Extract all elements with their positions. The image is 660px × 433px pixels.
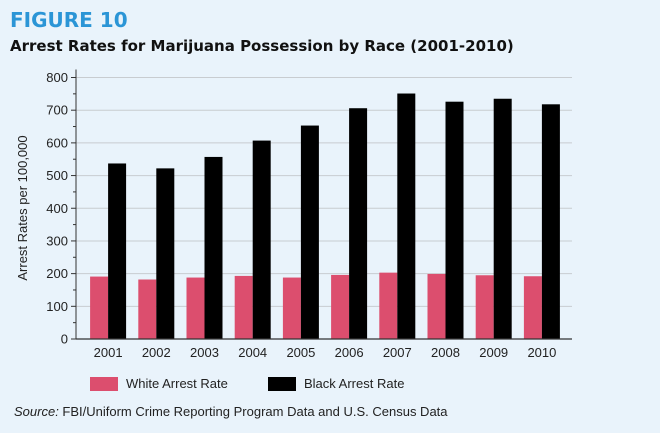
- bar-black-2006: [349, 108, 368, 339]
- bar-black-2005: [300, 125, 319, 339]
- figure-label: FIGURE 10: [10, 8, 128, 32]
- legend-label: Black Arrest Rate: [304, 376, 405, 391]
- bar-black-2008: [445, 101, 464, 339]
- source-label: Source:: [14, 404, 59, 419]
- chart-title: Arrest Rates for Marijuana Possession by…: [10, 37, 514, 55]
- bar-black-2002: [156, 168, 175, 339]
- source-text: FBI/Uniform Crime Reporting Program Data…: [58, 404, 448, 419]
- x-tick-label: 2008: [431, 345, 460, 360]
- bar-black-2004: [252, 140, 271, 339]
- bar-white-2002: [138, 279, 157, 339]
- legend-label: White Arrest Rate: [126, 376, 228, 391]
- x-tick-label: 2002: [142, 345, 171, 360]
- source-note: Source: FBI/Uniform Crime Reporting Prog…: [14, 404, 448, 419]
- bar-black-2007: [397, 93, 416, 339]
- legend-item-black: Black Arrest Rate: [268, 376, 404, 391]
- x-tick-label: 2001: [94, 345, 123, 360]
- x-tick-label: 2005: [286, 345, 315, 360]
- bar-white-2005: [282, 277, 301, 339]
- bar-white-2004: [234, 275, 253, 339]
- y-tick-label: 400: [46, 201, 68, 216]
- y-tick-label: 100: [46, 299, 68, 314]
- x-tick-label: 2006: [335, 345, 364, 360]
- y-tick-label: 0: [61, 332, 68, 347]
- y-tick-label: 700: [46, 103, 68, 118]
- x-tick-label: 2004: [238, 345, 267, 360]
- y-tick-label: 200: [46, 266, 68, 281]
- bar-white-2001: [90, 276, 109, 339]
- bar-white-2006: [331, 274, 350, 339]
- x-tick-label: 2007: [383, 345, 412, 360]
- bar-black-2001: [108, 163, 127, 339]
- bar-white-2008: [427, 273, 446, 339]
- x-tick-label: 2003: [190, 345, 219, 360]
- y-tick-label: 300: [46, 233, 68, 248]
- x-tick-label: 2010: [527, 345, 556, 360]
- legend-swatch: [90, 376, 118, 391]
- y-tick-label: 500: [46, 168, 68, 183]
- bar-black-2010: [541, 104, 560, 340]
- bar-white-2007: [379, 272, 398, 339]
- y-tick-label: 600: [46, 135, 68, 150]
- legend-item-white: White Arrest Rate: [90, 376, 228, 391]
- y-axis-label: Arrest Rates per 100,000: [15, 135, 30, 280]
- bar-white-2010: [523, 276, 542, 339]
- bar-black-2003: [204, 156, 223, 339]
- legend-swatch: [268, 376, 296, 391]
- bar-black-2009: [493, 98, 512, 339]
- bar-white-2009: [475, 275, 494, 339]
- x-tick-label: 2009: [479, 345, 508, 360]
- bar-white-2003: [186, 277, 205, 339]
- y-tick-label: 800: [46, 70, 68, 85]
